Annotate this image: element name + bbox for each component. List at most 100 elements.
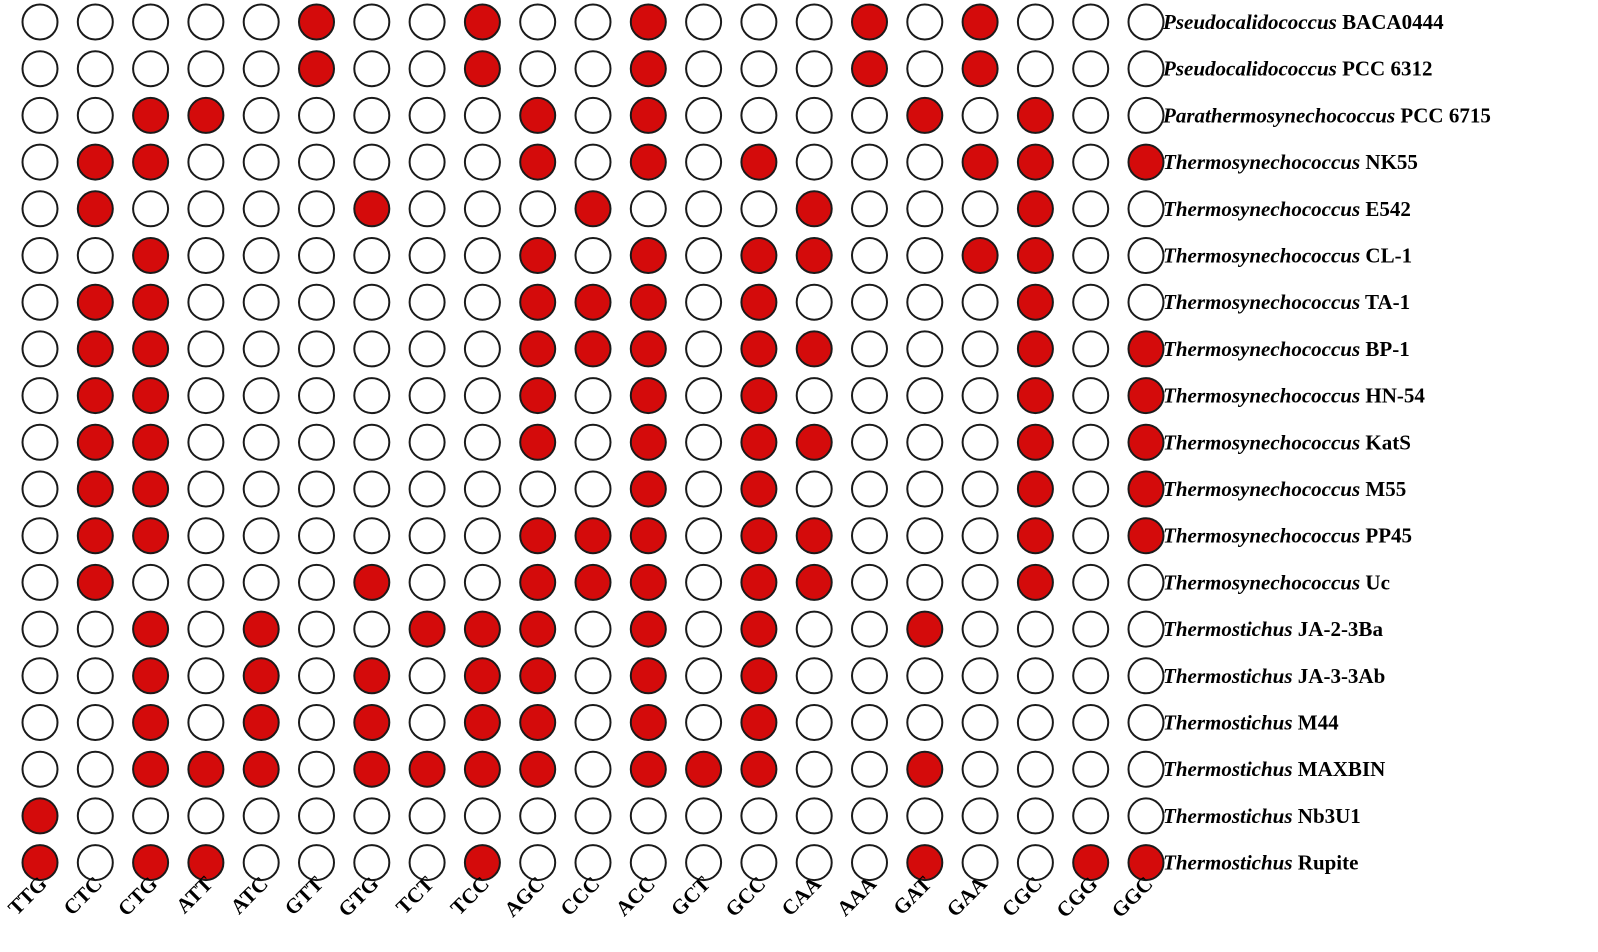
dot-absent-e542-gct [685, 190, 723, 228]
row-label: Pseudocalidococcus BACA0444 [1162, 10, 1444, 34]
dot-present-kats-caa [795, 423, 833, 461]
dot-absent-ja-3-3ab-ccc [574, 657, 612, 695]
dot-present-bp-1-cgc [1016, 330, 1054, 368]
dot-absent-bp-1-gtt [298, 330, 335, 368]
dot-absent-nb3u1-gcc [740, 797, 778, 835]
dot-absent-pcc-6312-gat [906, 50, 944, 88]
dot-absent-nb3u1-gat [906, 797, 944, 835]
dot-absent-kats-tcc [463, 423, 501, 461]
row-label: Thermostichus JA-2-3Ba [1163, 617, 1383, 641]
row-label-strain: BP-1 [1360, 337, 1410, 361]
dot-absent-maxbin-aaa [851, 750, 888, 788]
dot-present-m55-acc [629, 470, 667, 508]
dot-absent-pcc-6312-ccc [574, 50, 612, 88]
dot-present-kats-ctg [132, 423, 170, 461]
dot-present-pcc-6715-acc [629, 96, 667, 134]
dot-absent-hn-54-tct [408, 377, 446, 415]
dot-absent-ta-1-gat [906, 283, 944, 321]
dot-absent-bp-1-gtg [353, 330, 391, 368]
dot-absent-pcc-6715-caa [795, 96, 833, 134]
row-label-genus: Parathermosynechococcus [1162, 103, 1395, 127]
dot-absent-pcc-6312-ctg [132, 50, 170, 88]
dot-absent-uc-ctg [132, 563, 170, 601]
dot-absent-pp45-gtt [298, 517, 335, 555]
dot-present-cl-1-gaa [961, 237, 999, 274]
dot-absent-m44-ctc [76, 704, 114, 741]
dot-present-pcc-6715-cgc [1016, 96, 1054, 134]
dot-present-uc-gcc [740, 563, 778, 601]
dot-present-bp-1-caa [795, 330, 833, 368]
dot-absent-pp45-gaa [961, 517, 999, 555]
dot-absent-baca0444-tct [408, 3, 446, 41]
dot-present-maxbin-ctg [132, 750, 170, 788]
row-label-strain: BACA0444 [1337, 10, 1444, 34]
dot-absent-cl-1-ggc [1127, 237, 1165, 274]
dot-present-nk55-gaa [961, 143, 999, 181]
dot-present-baca0444-tcc [463, 3, 501, 41]
dot-absent-kats-cgg [1072, 423, 1110, 461]
dot-absent-nb3u1-gtt [298, 797, 335, 835]
dot-present-maxbin-acc [629, 750, 667, 788]
dot-absent-uc-atc [242, 563, 280, 601]
dot-absent-e542-acc [629, 190, 667, 228]
dot-present-bp-1-ggc [1127, 330, 1165, 368]
dot-absent-pp45-att [187, 517, 225, 555]
dot-absent-uc-ggc [1127, 563, 1165, 601]
row-label-strain: Uc [1360, 570, 1390, 594]
dot-present-cl-1-gcc [740, 237, 778, 274]
dot-absent-e542-agc [519, 190, 557, 228]
dot-absent-m44-ttg [21, 704, 59, 741]
row-label: Thermosynechococcus Uc [1163, 570, 1390, 594]
dot-absent-nk55-tct [408, 143, 446, 181]
dot-absent-nb3u1-gct [685, 797, 723, 835]
dot-present-ja-2-3ba-gcc [740, 610, 778, 648]
dot-present-bp-1-acc [629, 330, 667, 368]
dot-absent-ja-3-3ab-ggc [1127, 657, 1165, 695]
dot-absent-pcc-6715-cgg [1072, 96, 1110, 134]
dot-present-maxbin-gcc [740, 750, 778, 788]
dot-absent-baca0444-att [187, 3, 225, 41]
dot-present-ja-3-3ab-agc [519, 657, 557, 695]
dot-absent-baca0444-ggc [1127, 3, 1165, 41]
dot-present-pcc-6312-aaa [851, 50, 888, 88]
dot-present-maxbin-att [187, 750, 225, 788]
dot-absent-ja-2-3ba-gtg [353, 610, 391, 648]
dot-absent-nb3u1-caa [795, 797, 833, 835]
dot-absent-nk55-gtg [353, 143, 391, 181]
dot-absent-baca0444-gtg [353, 3, 391, 41]
dot-present-ta-1-gcc [740, 283, 778, 321]
dot-present-pp45-gcc [740, 517, 778, 555]
dot-absent-maxbin-cgc [1016, 750, 1054, 788]
dot-absent-pcc-6715-aaa [851, 96, 888, 134]
dot-present-hn-54-acc [629, 377, 667, 415]
dot-absent-bp-1-gat [906, 330, 944, 368]
dot-present-nk55-agc [519, 143, 557, 181]
dot-absent-pcc-6715-ctc [76, 96, 114, 134]
dot-present-ja-3-3ab-acc [629, 657, 667, 695]
dot-absent-cl-1-gat [906, 237, 944, 274]
dot-present-rupite-gat [906, 844, 944, 882]
dot-present-m44-gtg [353, 704, 391, 741]
dot-absent-cl-1-att [187, 237, 225, 274]
dot-grid [21, 3, 1165, 882]
dot-absent-hn-54-cgg [1072, 377, 1110, 415]
row-label-genus: Thermosynechococcus [1163, 290, 1360, 314]
dot-absent-m55-aaa [851, 470, 888, 508]
dot-absent-ja-3-3ab-ctc [76, 657, 114, 695]
dot-absent-m55-tct [408, 470, 446, 508]
dot-absent-baca0444-gcc [740, 3, 778, 41]
dot-present-pp45-ccc [574, 517, 612, 555]
dot-present-m44-acc [629, 704, 667, 741]
dot-absent-nb3u1-cgc [1016, 797, 1054, 835]
dot-present-pcc-6715-agc [519, 96, 557, 134]
dot-present-e542-ccc [574, 190, 612, 228]
dot-absent-m55-caa [795, 470, 833, 508]
dot-absent-ja-2-3ba-caa [795, 610, 833, 648]
dot-absent-bp-1-gct [685, 330, 723, 368]
dot-absent-maxbin-ggc [1127, 750, 1165, 788]
dot-absent-cl-1-gct [685, 237, 723, 274]
dot-present-e542-gtg [353, 190, 391, 228]
dot-absent-m55-gct [685, 470, 723, 508]
dot-absent-pcc-6312-gtg [353, 50, 391, 88]
dot-absent-nb3u1-gaa [961, 797, 999, 835]
